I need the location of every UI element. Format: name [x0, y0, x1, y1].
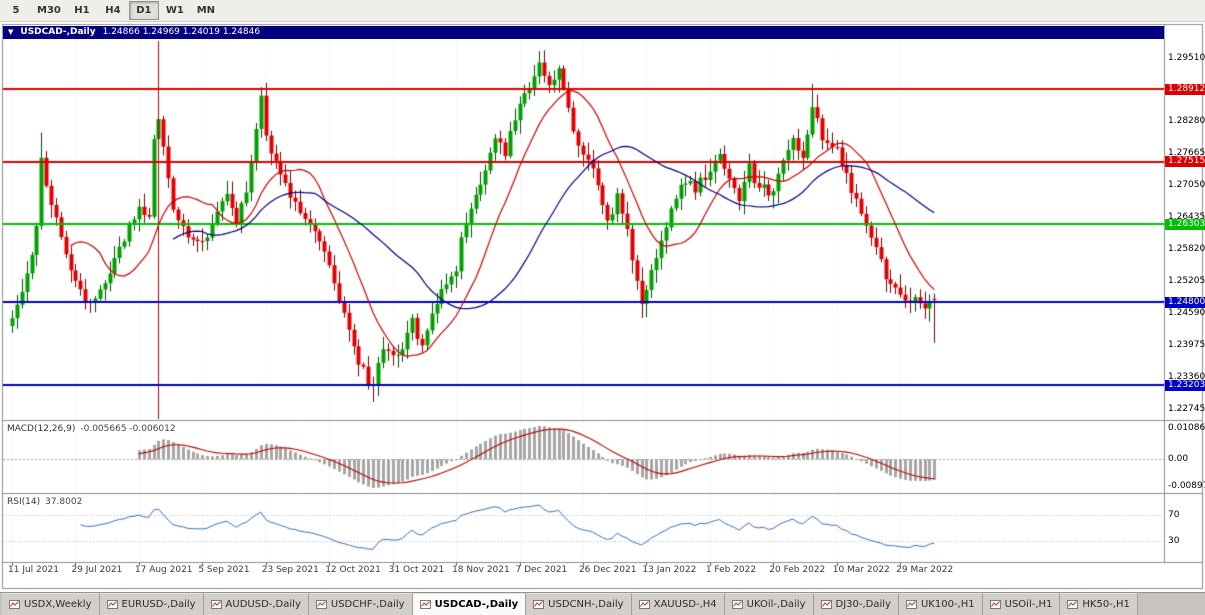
chart-tab-audusd[interactable]: AUDUSD-,Daily	[203, 593, 309, 615]
macd-values: -0.005665 -0.006012	[80, 424, 176, 434]
price-axis-label: 1.27665	[1168, 148, 1205, 159]
macd-label: MACD(12,26,9) -0.005665 -0.006012	[7, 424, 176, 434]
chart-tab-usdcad[interactable]: USDCAD-,Daily	[412, 593, 527, 615]
date-axis-label: 13 Jan 2022	[642, 565, 697, 575]
price-axis-label: 1.27050	[1168, 180, 1205, 191]
date-axis-label: 18 Nov 2021	[452, 565, 510, 575]
tab-label: USOil-,H1	[1004, 599, 1053, 610]
date-axis-label: 7 Dec 2021	[515, 565, 568, 575]
chart-quotes: 1.24866 1.24969 1.24019 1.24846	[102, 27, 261, 37]
price-axis-label: 1.24590	[1168, 307, 1205, 318]
date-axis-label: 10 Mar 2022	[832, 565, 890, 575]
period-button-h4[interactable]: H4	[105, 5, 121, 16]
tab-label: UKOil-,Daily	[746, 599, 806, 610]
tab-label: AUDUSD-,Daily	[225, 599, 301, 610]
price-axis-label: 1.23360	[1168, 371, 1205, 382]
price-axis-label: 1.28280	[1168, 116, 1205, 127]
chart-tab-usdcnh[interactable]: USDCNH-,Daily	[526, 593, 632, 615]
date-axis-label: 20 Feb 2022	[769, 565, 826, 575]
chart-tab-usdchf[interactable]: USDCHF-,Daily	[308, 593, 413, 615]
macd-axis-zero: 0.00	[1168, 454, 1189, 465]
chart-title-bar: ▼ USDCAD-,Daily 1.24866 1.24969 1.24019 …	[3, 26, 1164, 39]
period-toolbar: 5 M30 H1 H4 D1 W1 MN	[0, 0, 1205, 22]
tab-label: USDCAD-,Daily	[434, 599, 519, 610]
tab-chart-icon	[731, 600, 743, 609]
date-axis-label: 26 Dec 2021	[578, 565, 637, 575]
chart-tab-dj30[interactable]: DJ30-,Daily	[813, 593, 899, 615]
chart-symbol: USDCAD-,Daily	[20, 27, 96, 37]
tab-chart-icon	[106, 600, 118, 609]
tab-chart-icon	[315, 600, 327, 609]
period-button-mn[interactable]: MN	[196, 5, 216, 16]
price-axis-label: 1.26435	[1168, 212, 1205, 223]
rsi-value: 37.8002	[45, 497, 83, 507]
date-axis-label: 11 Jul 2021	[8, 565, 59, 575]
tab-label: USDX,Weekly	[24, 599, 92, 610]
macd-axis-min: -0.008974	[1168, 481, 1205, 491]
chart-menu-icon[interactable]: ▼	[8, 28, 14, 36]
rsi-name: RSI(14)	[7, 497, 41, 507]
price-line-tag: 1.27515	[1165, 156, 1205, 168]
chart-tab-uk100[interactable]: UK100-,H1	[898, 593, 983, 615]
tab-chart-icon	[9, 600, 20, 609]
period-button-d1[interactable]: D1	[128, 1, 159, 20]
tab-chart-icon	[419, 600, 431, 609]
tab-chart-icon	[1067, 600, 1079, 609]
date-axis-label: 5 Sep 2021	[198, 565, 250, 575]
chart-tabs-bar: USDX,Weekly EURUSD-,Daily AUDUSD-,Daily USD…	[0, 592, 1205, 615]
price-line-tag: 1.24800	[1165, 296, 1205, 308]
tab-label: HK50-,H1	[1082, 599, 1130, 610]
tab-chart-icon	[638, 600, 650, 609]
price-axis-label: 1.22745	[1168, 403, 1205, 414]
period-button-w1[interactable]: W1	[165, 5, 184, 16]
date-axis-label: 1 Feb 2022	[705, 565, 757, 575]
chart-tab-ukoil[interactable]: UKOil-,Daily	[724, 593, 814, 615]
rsi-axis-70: 70	[1168, 510, 1180, 520]
chart-tab-hk50[interactable]: HK50-,H1	[1060, 593, 1138, 615]
tab-label: UK100-,H1	[920, 599, 975, 610]
tab-chart-icon	[533, 600, 545, 609]
price-axis-label: 1.29510	[1168, 52, 1205, 63]
price-axis-label: 1.23975	[1168, 339, 1205, 350]
date-axis-label: 17 Aug 2021	[134, 565, 193, 575]
tab-chart-icon	[989, 600, 1001, 609]
tab-label: USDCNH-,Daily	[548, 599, 624, 610]
macd-name: MACD(12,26,9)	[7, 424, 76, 434]
tab-label: XAUUSD-,H4	[653, 599, 717, 610]
date-axis-label: 29 Mar 2022	[896, 565, 954, 575]
tab-chart-icon	[210, 600, 222, 609]
tab-chart-icon	[905, 600, 917, 609]
chart-tab-usdx[interactable]: USDX,Weekly	[2, 593, 100, 615]
date-axis-label: 23 Sep 2021	[261, 565, 319, 575]
tab-chart-icon	[820, 600, 832, 609]
period-button-m30[interactable]: M30	[37, 5, 61, 16]
tab-label: USDCHF-,Daily	[330, 599, 405, 610]
price-line-tag: 1.23203	[1165, 379, 1205, 391]
rsi-label: RSI(14) 37.8002	[7, 497, 82, 507]
chart-tab-usoil[interactable]: USOil-,H1	[982, 593, 1061, 615]
price-axis-label: 1.25205	[1168, 275, 1205, 286]
date-axis-label: 29 Jul 2021	[71, 565, 123, 575]
macd-axis-max: 0.010869	[1168, 423, 1205, 433]
date-axis-label: 12 Oct 2021	[325, 565, 381, 575]
date-axis-label: 31 Oct 2021	[388, 565, 445, 575]
chart-tab-xauusd[interactable]: XAUUSD-,H4	[631, 593, 725, 615]
price-axis-label: 1.25820	[1168, 243, 1205, 254]
period-button-5[interactable]: 5	[12, 5, 20, 16]
price-line-tag: 1.28912	[1165, 83, 1205, 95]
tab-label: DJ30-,Daily	[835, 599, 891, 610]
price-line-tag: 1.26303	[1165, 218, 1205, 230]
rsi-axis-30: 30	[1168, 536, 1180, 546]
chart-tab-eurusd[interactable]: EURUSD-,Daily	[99, 593, 204, 615]
tab-label: EURUSD-,Daily	[121, 599, 196, 610]
period-button-h1[interactable]: H1	[74, 5, 90, 16]
